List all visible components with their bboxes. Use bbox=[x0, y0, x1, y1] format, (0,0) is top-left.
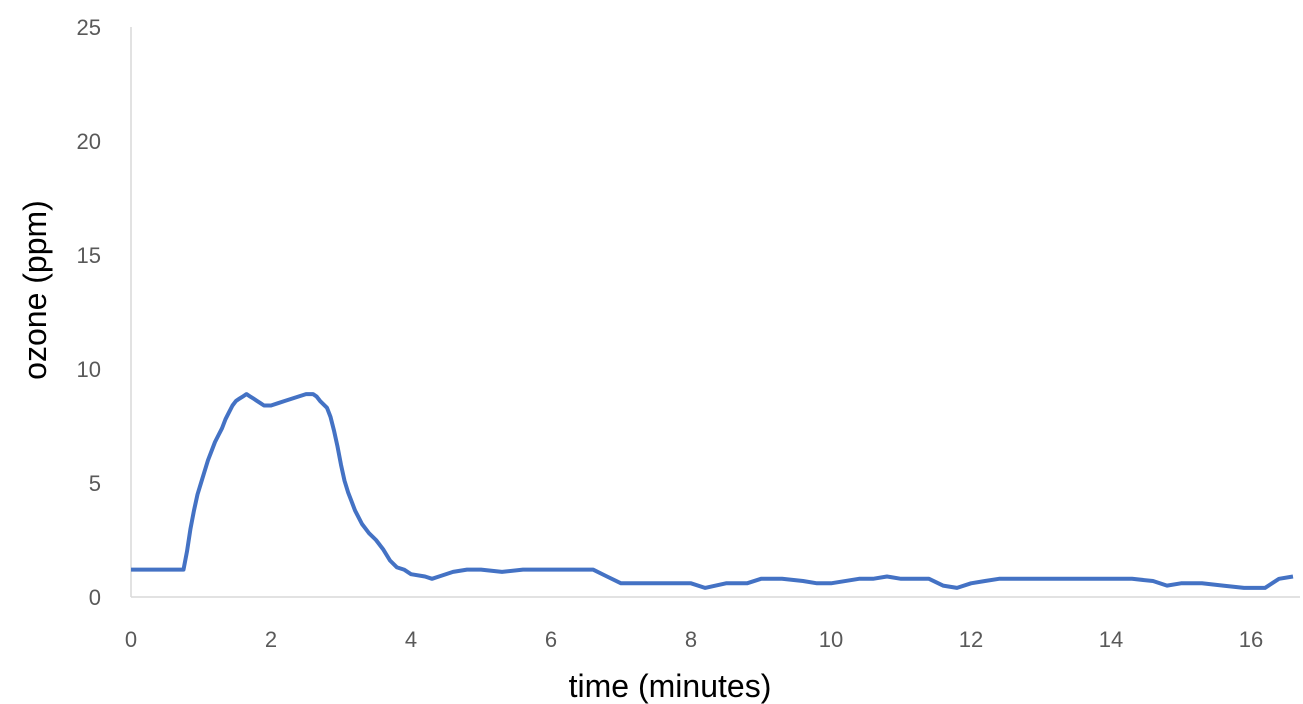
ozone-series-line bbox=[131, 392, 1294, 590]
x-tick-label: 4 bbox=[405, 627, 417, 652]
x-tick-label: 8 bbox=[685, 627, 697, 652]
y-tick-label: 15 bbox=[77, 243, 101, 268]
y-tick-label: 20 bbox=[77, 129, 101, 154]
x-tick-label: 12 bbox=[959, 627, 983, 652]
y-tick-label: 25 bbox=[77, 15, 101, 40]
x-axis-title: time (minutes) bbox=[569, 668, 772, 704]
y-axis-ticks: 0 5 10 15 20 25 bbox=[77, 15, 101, 610]
y-axis-title: ozone (ppm) bbox=[17, 200, 53, 380]
x-axis-ticks: 0 2 4 6 8 10 12 14 16 bbox=[125, 627, 1263, 652]
y-tick-label: 10 bbox=[77, 357, 101, 382]
x-tick-label: 14 bbox=[1099, 627, 1123, 652]
x-tick-label: 16 bbox=[1239, 627, 1263, 652]
y-tick-label: 0 bbox=[89, 585, 101, 610]
x-tick-label: 2 bbox=[265, 627, 277, 652]
x-tick-label: 10 bbox=[819, 627, 843, 652]
x-tick-label: 0 bbox=[125, 627, 137, 652]
y-tick-label: 5 bbox=[89, 471, 101, 496]
x-tick-label: 6 bbox=[545, 627, 557, 652]
